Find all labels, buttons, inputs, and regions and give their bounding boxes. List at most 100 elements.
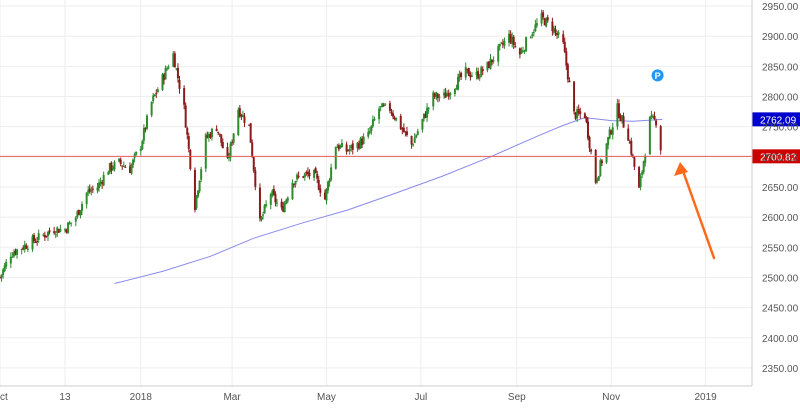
candle-body [90,190,93,192]
moving-average-line [114,117,663,284]
candle-body [367,131,370,137]
candle-body [525,37,528,52]
candle-body [166,68,169,70]
candle-body [546,17,549,21]
candle-body [260,216,263,221]
candle-body [317,179,320,190]
candle-body [48,230,51,233]
candle-body [573,81,576,112]
candle-body [291,182,294,200]
candle-body [102,174,105,186]
candle-body [144,127,147,130]
candle-body [200,169,203,180]
grid [0,0,752,386]
candle-body [384,103,387,105]
x-tick-label: Nov [602,392,620,403]
candle-body [511,36,514,44]
candle-body [421,119,424,130]
y-tick-label: 2500.00 [762,273,799,284]
candle-body [464,67,467,78]
candle-body [655,120,658,126]
candle-body [491,59,494,63]
candle-body [611,127,614,135]
candle-body [152,95,155,102]
candle-body [305,172,308,174]
price-tag-box [752,112,800,127]
candle-body [659,126,662,151]
candle-body [404,131,407,133]
hline-tag-label: 2700.82 [760,152,797,163]
overlays: 2762.09 2700.82 P [0,69,800,260]
candle-body [345,144,348,152]
candle-body [371,119,374,127]
candle-body [274,193,277,203]
candle-body [243,116,246,123]
candle-body [0,274,3,278]
candle-body [316,173,319,179]
candle-body [412,144,415,146]
candle-body [323,192,326,200]
candle-body [96,187,99,191]
candle-body [79,210,82,216]
candle-body [449,92,452,96]
candle-body [579,111,582,115]
candle-body [392,113,395,117]
candle-body [498,43,501,47]
candle-body [361,138,364,145]
candle-body [619,116,622,121]
candle-body [562,34,565,43]
x-tick-label: Jul [414,392,427,403]
candle-body [111,168,114,170]
candle-body [605,143,608,163]
candle-body [362,136,365,144]
candle-body [478,76,481,79]
candle-body [583,113,586,118]
candle-body [164,68,167,80]
candle-body [252,157,255,171]
candle-body [460,72,463,78]
candle-body [132,159,135,166]
candle-body [193,169,196,210]
candle-body [650,115,653,118]
candle-body [36,241,39,243]
candle-body [43,235,46,238]
candle-body [492,60,495,62]
candle-body [31,236,34,250]
candle-body [231,142,234,144]
candle-body [187,136,190,149]
candle-body [248,124,251,126]
x-tick-label: 2019 [694,392,717,403]
candle-body [455,88,458,90]
candle-body [183,88,186,105]
candle-body [91,188,94,190]
candle-body [153,94,156,96]
candle-body [356,142,359,149]
candle-body [651,115,654,118]
candle-body [447,93,450,97]
candle-body [215,128,218,131]
candle-body [432,92,435,107]
candle-body [283,202,286,212]
candle-body [204,134,207,169]
candle-body [500,42,503,44]
candle-body [119,159,122,164]
candle-body [275,202,278,204]
candle-body [195,195,198,209]
candle-body [110,162,113,171]
candle-body [271,190,274,197]
candle-body [319,188,322,193]
candle-body [588,137,591,149]
candle-body [74,217,77,222]
y-tick-label: 2900.00 [762,32,799,43]
y-tick-label: 2850.00 [762,62,799,73]
y-tick-label: 2950.00 [762,2,799,13]
candle-body [424,114,427,118]
candle-body [206,135,209,138]
candle-body [486,61,489,71]
candle-body [443,92,446,96]
candle-body [608,129,611,139]
candle-body [327,181,330,191]
candle-body [610,130,613,135]
candle-body [45,235,48,237]
